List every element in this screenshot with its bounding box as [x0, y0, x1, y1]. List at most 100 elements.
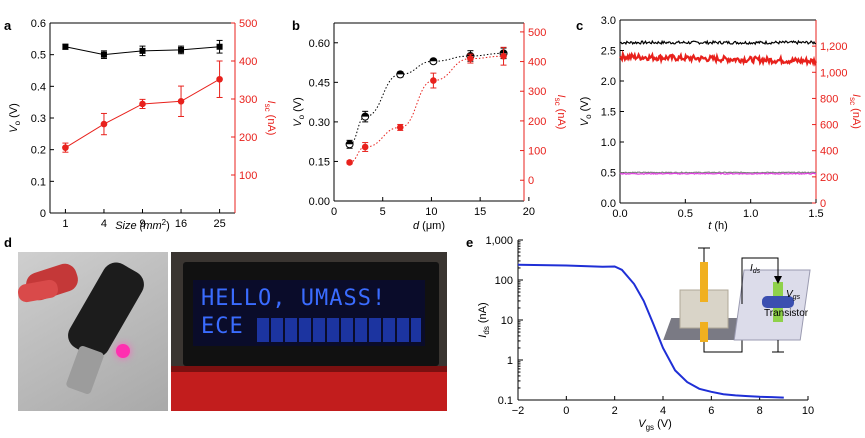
panel-letter-e: e — [466, 235, 473, 250]
y-axis-title: Vo (V) — [8, 103, 22, 133]
y-tick-label: 0.5 — [31, 50, 46, 62]
photo-alligator-clip-led — [18, 252, 168, 411]
data-point — [100, 120, 108, 128]
y2-tick-label: 500 — [239, 18, 257, 30]
y2-axis-title: Isc (nA) — [553, 95, 567, 130]
transfer-curve — [517, 263, 784, 399]
trace-0 — [619, 39, 817, 46]
y-tick-label: 0.6 — [31, 18, 46, 30]
y-tick-label: 0.2 — [31, 145, 46, 157]
y-tick-label: 0.0 — [601, 198, 616, 210]
data-point — [216, 43, 223, 50]
x-tick-label: 1.0 — [743, 208, 758, 220]
x-tick-label: 15 — [474, 206, 486, 218]
y2-tick-label: 200 — [820, 172, 838, 184]
y2-tick-label: 800 — [820, 93, 838, 105]
y-tick-label: 100 — [495, 275, 513, 287]
y-tick-label: 0.1 — [31, 176, 46, 188]
x-tick-label: −2 — [512, 405, 525, 417]
y-tick-label: 3.0 — [601, 15, 616, 27]
data-point — [467, 55, 474, 62]
inset-transistor-label: Transistor — [764, 308, 809, 319]
y2-tick-label: 1,200 — [820, 41, 848, 53]
y-tick-label: 0 — [40, 208, 46, 220]
y-tick-label: 0.45 — [309, 77, 330, 89]
y-axis-title: Vo (V) — [579, 97, 593, 127]
inset-sensor-top-electrode — [700, 262, 708, 302]
transistor-inset-diagram: Ids Vgs Transistor — [663, 247, 811, 353]
y-tick-label: 0.4 — [31, 81, 46, 93]
y2-tick-label: 500 — [528, 27, 546, 39]
inset-drain-wire — [741, 257, 779, 304]
x-axis-title: d (μm) — [413, 220, 445, 232]
data-point — [100, 51, 107, 58]
inset-arrow-down — [774, 276, 782, 284]
x-tick-label: 0 — [563, 405, 569, 417]
lcd-screen: HELLO, UMASS! ECE — [193, 280, 425, 346]
fit-curve-0 — [349, 52, 504, 145]
chart-panel-e: 0.1 1 10 100 1,000 −2 0 2 4 6 8 10 Vgs (V) Ids (nA) — [477, 235, 814, 432]
lcd-pcb-shadow — [171, 366, 447, 372]
x-axis-title: Size (mm2) — [115, 218, 170, 232]
x-axis-title: Vgs (V) — [638, 418, 672, 432]
data-point-fill — [429, 57, 437, 62]
data-point — [178, 46, 185, 53]
y-tick-label: 10 — [501, 315, 513, 327]
x-tick-label: 5 — [380, 206, 386, 218]
lcd-line-1: HELLO, UMASS! — [201, 286, 387, 311]
data-point — [139, 47, 146, 54]
y2-tick-label: 300 — [528, 86, 546, 98]
x-tick-label: 1.5 — [808, 208, 823, 220]
panel-letter-b: b — [292, 18, 300, 33]
y-tick-label: 0.00 — [309, 196, 330, 208]
x-tick-label: 10 — [802, 405, 814, 417]
data-point — [361, 143, 369, 151]
y-tick-label: 0.5 — [601, 168, 616, 180]
y-tick-label: 0.30 — [309, 117, 330, 129]
data-point — [396, 124, 404, 131]
data-point — [430, 77, 437, 84]
y-tick-label: 1.0 — [601, 137, 616, 149]
data-point — [500, 52, 507, 60]
inset-vgs-label: Vgs — [786, 289, 801, 301]
led-light — [116, 344, 130, 358]
x-tick-label: 0.5 — [678, 208, 693, 220]
y2-tick-label: 400 — [820, 146, 838, 158]
y-tick-label: 2.0 — [601, 76, 616, 88]
chart-panel-b: 0.00 0.15 0.30 0.45 0.60 0 100 200 300 400 500 0 5 10… — [292, 22, 567, 232]
x-tick-label: 8 — [757, 405, 763, 417]
x-tick-label: 20 — [523, 206, 535, 218]
x-tick-label: 0.0 — [612, 208, 627, 220]
y-axis-title: Vo (V) — [292, 97, 306, 127]
chart-panel-c: 0.0 0.5 1.0 1.5 2.0 2.5 3.0 0 200 400 600 800 1,000 1… — [579, 15, 862, 232]
y-tick-label: 0.3 — [31, 113, 46, 125]
y-tick-label: 0.60 — [309, 38, 330, 50]
x-tick-label: 4 — [101, 218, 107, 230]
y2-axis-title: Isc (nA) — [848, 94, 862, 129]
x-axis-title: t (h) — [708, 220, 728, 232]
y2-tick-label: 1,000 — [820, 67, 848, 79]
y2-tick-label: 0 — [528, 175, 534, 187]
trace-1 — [619, 49, 817, 67]
data-point — [62, 43, 69, 50]
x-tick-label: 25 — [213, 218, 225, 230]
y2-tick-label: 200 — [528, 116, 546, 128]
series-line-1 — [65, 78, 220, 149]
y2-tick-label: 0 — [820, 198, 826, 210]
lcd-block-cells — [257, 318, 421, 342]
red-clip — [18, 278, 60, 304]
clip-jaw — [65, 344, 105, 396]
data-point-fill — [361, 113, 369, 117]
y-axis-title: Ids (nA) — [477, 302, 491, 337]
y2-tick-label: 100 — [528, 146, 546, 158]
trace-3 — [619, 172, 817, 175]
data-point — [216, 75, 223, 83]
x-tick-label: 1 — [62, 218, 68, 230]
y-tick-label: 1 — [507, 355, 513, 367]
y2-axis-title: Isc (nA) — [263, 101, 277, 136]
photo-lcd-display: HELLO, UMASS! ECE — [171, 252, 447, 411]
data-point — [177, 97, 185, 105]
data-point — [62, 144, 69, 151]
x-tick-label: 0 — [331, 206, 337, 218]
